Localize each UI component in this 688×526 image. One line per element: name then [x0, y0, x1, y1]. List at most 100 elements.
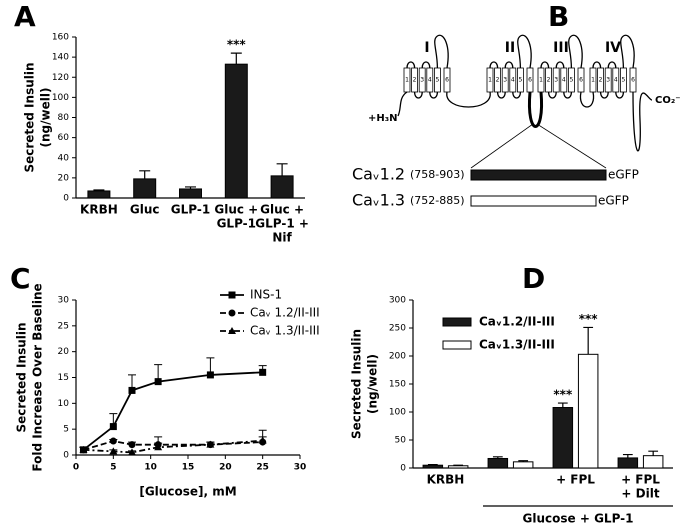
legend-label: Caᵥ1.2/II-III	[479, 315, 555, 329]
segment	[517, 67, 524, 93]
segment-label: 1	[539, 77, 543, 84]
marker	[206, 371, 214, 379]
domain-label: III	[553, 40, 569, 56]
domain-label: II	[505, 40, 515, 56]
loop	[615, 91, 625, 99]
segment-label: 2	[496, 77, 500, 84]
segment-label: 6	[579, 77, 583, 84]
marker	[228, 309, 236, 317]
segment	[411, 67, 419, 93]
segment	[560, 67, 568, 93]
y-tick-label: 0	[400, 464, 406, 474]
y-tick-label: 10	[58, 399, 70, 409]
y-tick-label: 20	[58, 173, 70, 183]
segment	[604, 67, 612, 93]
marker	[228, 291, 236, 299]
bar	[487, 457, 509, 469]
segment	[494, 67, 502, 93]
error-bar	[139, 170, 151, 179]
panel-label: C	[10, 262, 31, 295]
y-tick-label: 250	[389, 324, 406, 334]
marker	[154, 443, 163, 451]
x-tick-label: 25	[256, 463, 269, 473]
pore-loop	[517, 34, 532, 69]
marker	[228, 327, 236, 334]
segment	[552, 67, 560, 93]
loop	[421, 61, 431, 69]
construct-range: (758-903)	[410, 168, 465, 181]
marker	[109, 437, 117, 445]
loop	[429, 91, 439, 99]
bar	[642, 455, 664, 469]
bar	[224, 63, 248, 199]
segment	[509, 67, 517, 93]
loop	[504, 61, 514, 69]
x-tick-label: 15	[182, 463, 195, 473]
bar	[179, 188, 202, 199]
segment-label: 3	[606, 77, 610, 84]
segment	[597, 67, 604, 93]
error-bar	[453, 464, 464, 466]
segment-label: 4	[511, 77, 515, 84]
marker	[154, 378, 162, 386]
loop	[563, 91, 573, 99]
y-axis-label: (ng/well)	[39, 88, 53, 148]
y-tick-label: 150	[389, 380, 406, 390]
panel-label: B	[548, 0, 569, 33]
construct-bar	[470, 169, 607, 181]
construct-tag: eGFP	[598, 194, 629, 208]
segment-label: 4	[428, 77, 432, 84]
n-terminus-label: +H₃N	[368, 113, 398, 124]
y-tick-label: 0	[63, 194, 69, 204]
y-axis-label: Secreted Insulin	[15, 322, 29, 432]
segment-label: 6	[631, 77, 635, 84]
loop	[406, 61, 416, 69]
y-tick-label: 25	[58, 321, 69, 331]
loop	[496, 91, 506, 99]
error-bar	[276, 163, 288, 176]
x-tick-label: KRBH	[427, 473, 465, 487]
y-tick-label: 160	[52, 33, 69, 43]
error-bar	[492, 456, 503, 459]
y-axis-label: Secreted Insulin	[23, 62, 37, 172]
x-tick-label: + FPL	[556, 473, 595, 487]
loop	[547, 91, 557, 99]
segment-label: 1	[405, 77, 409, 84]
segment-label: 3	[554, 77, 558, 84]
legend-label: Caᵥ 1.2/II-III	[250, 306, 320, 320]
error-bar	[427, 464, 438, 466]
pore-loop	[434, 34, 449, 69]
significance: ***	[579, 312, 599, 326]
x-tick-label: KRBH	[80, 203, 118, 217]
error-bar	[622, 453, 633, 458]
x-tick-label: Gluc	[130, 203, 160, 217]
x-tick-label: Gluc +	[214, 203, 258, 217]
x-tick-label: + FPL	[621, 473, 660, 487]
segment-label: 5	[435, 77, 439, 84]
y-axis-label: Fold Increase Over Baseline	[31, 283, 45, 471]
bar	[512, 461, 534, 469]
error-bar	[93, 189, 105, 191]
loop	[599, 91, 609, 99]
y-tick-label: 140	[52, 53, 69, 63]
y-tick-label: 0	[63, 451, 69, 461]
y-axis-label: Secreted Insulin	[350, 329, 364, 439]
segment-label: 4	[614, 77, 618, 84]
x-tick-label: 10	[144, 463, 157, 473]
y-tick-label: 5	[63, 425, 69, 435]
significance: ***	[553, 388, 573, 402]
marker	[109, 423, 117, 431]
segment	[568, 67, 575, 93]
segment	[418, 67, 426, 93]
bar	[133, 178, 157, 199]
pore-loop	[568, 34, 583, 69]
segment	[620, 67, 627, 93]
x-tick-label: 30	[294, 463, 307, 473]
panel-label: D	[522, 262, 545, 295]
y-tick-label: 300	[389, 296, 406, 306]
error-bar	[185, 186, 196, 189]
y-tick-label: 100	[52, 93, 69, 103]
c-terminus	[632, 91, 653, 152]
segment	[433, 67, 441, 93]
